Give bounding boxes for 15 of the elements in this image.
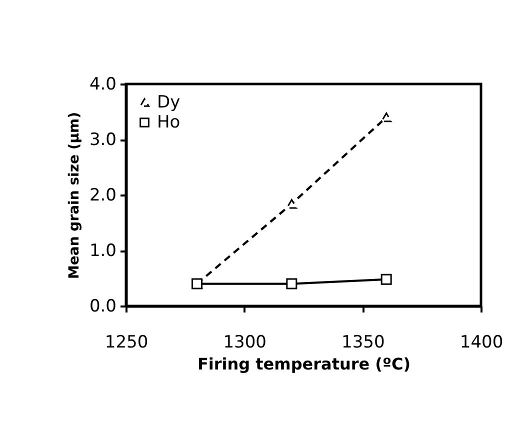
point xyxy=(380,274,392,285)
y-tick-label: 1.0 xyxy=(89,241,116,261)
x-axis-title: Firing temperature (ºC) xyxy=(197,354,411,374)
x-tick-label: 1300 xyxy=(223,332,266,352)
legend-label: Dy xyxy=(157,92,180,112)
y-tick-label: 2.0 xyxy=(89,186,116,206)
y-tick-label: 0.0 xyxy=(89,296,116,316)
x-tick-label: 1400 xyxy=(460,332,504,352)
x-tick-label: 1350 xyxy=(342,332,385,352)
x-tick-label: 1250 xyxy=(104,332,148,352)
point xyxy=(286,278,298,290)
y-tick-label: 3.0 xyxy=(89,130,116,150)
y-tick-label: 4.0 xyxy=(89,74,116,94)
legend-label: Ho xyxy=(157,112,180,132)
y-axis-title: Mean grain size (µm) xyxy=(66,112,82,280)
